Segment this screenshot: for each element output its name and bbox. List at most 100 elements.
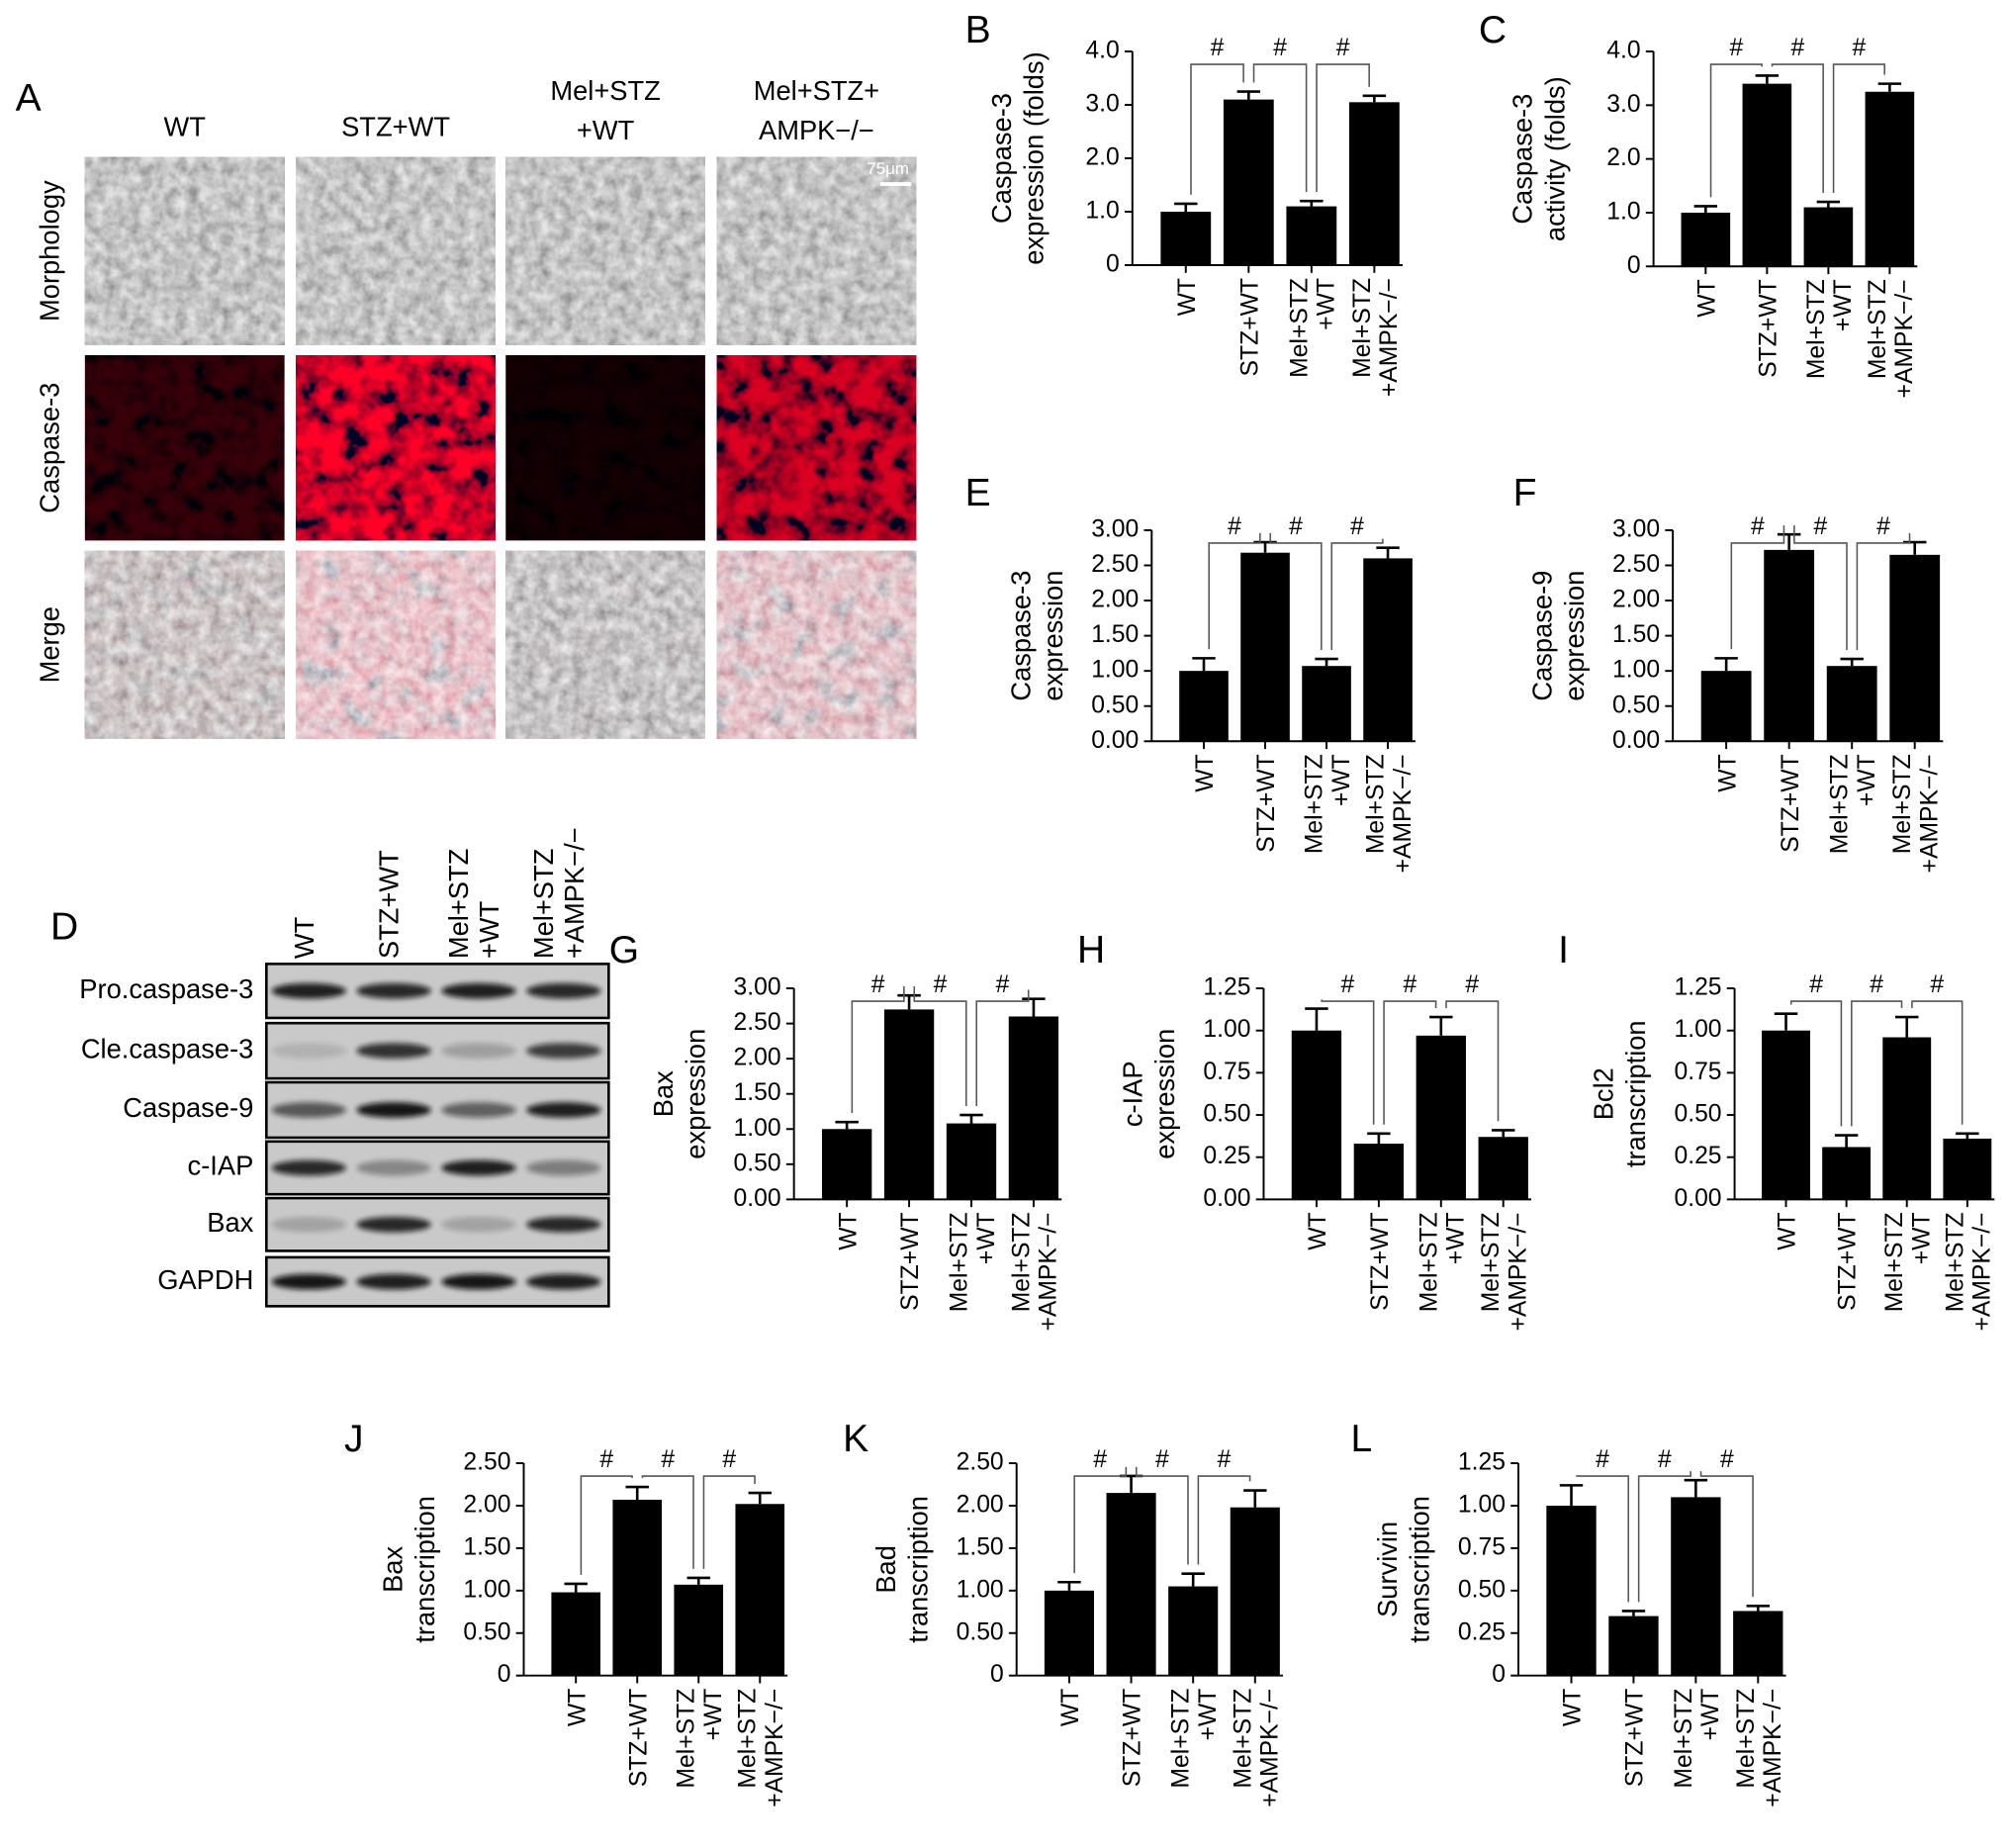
- y-tick-label: 2.0: [1606, 144, 1640, 171]
- lane-label: +AMPK−/−: [559, 827, 590, 959]
- significance-bracket: [851, 986, 905, 1114]
- y-tick-label: 0.50: [1612, 692, 1660, 718]
- bar: [1478, 1137, 1528, 1200]
- bar: [1671, 1497, 1721, 1676]
- x-tick-label: STZ+WT: [1778, 754, 1804, 853]
- significance-bracket: [1832, 63, 1885, 193]
- blot-band: [356, 1273, 431, 1290]
- x-tick-label: STZ+WT: [1835, 1212, 1862, 1310]
- y-tick-label: 1.00: [734, 1115, 781, 1142]
- x-tick-label: Mel+STZ: [735, 1689, 762, 1789]
- y-tick-label: 0.50: [1091, 692, 1139, 718]
- y-tick-label: 1.00: [1674, 1016, 1721, 1043]
- fluorescence: [84, 550, 285, 739]
- x-tick-label: Mel+STZ: [1889, 754, 1916, 854]
- significance-label: #: [722, 1446, 736, 1473]
- significance-bracket: [1911, 1000, 1964, 1125]
- lane-label: Mel+STZ: [528, 849, 559, 959]
- y-axis-label: transcription: [410, 1496, 440, 1643]
- x-tick-label: +WT: [1697, 1689, 1724, 1741]
- column-header: AMPK−/−: [759, 115, 874, 145]
- bar: [1943, 1138, 1992, 1200]
- x-tick-label: +AMPK−/−: [1760, 1689, 1786, 1807]
- blot-band: [441, 982, 516, 999]
- y-tick-label: 4.0: [1606, 38, 1640, 64]
- x-tick-label: STZ+WT: [1120, 1689, 1146, 1787]
- bar: [1608, 1616, 1659, 1676]
- significance-bracket: [1793, 525, 1848, 650]
- y-tick-label: 2.50: [463, 1449, 510, 1476]
- bar: [1882, 1037, 1932, 1200]
- y-tick-label: 0.50: [1203, 1101, 1250, 1128]
- y-tick-label: 3.00: [734, 974, 781, 1001]
- x-tick-label: +AMPK−/−: [1891, 279, 1918, 398]
- x-tick-label: +WT: [1314, 278, 1340, 330]
- fluorescence: [296, 550, 496, 739]
- bar: [821, 1129, 872, 1200]
- blot-band: [441, 1273, 516, 1290]
- x-tick-label: Mel+STZ: [1302, 754, 1328, 854]
- panel-letter: D: [50, 906, 78, 949]
- y-tick-label: 1.25: [1674, 974, 1721, 1001]
- bar: [1168, 1586, 1219, 1676]
- y-tick-label: 0: [1492, 1661, 1506, 1688]
- x-tick-label: WT: [1174, 278, 1201, 316]
- x-tick-label: +WT: [1443, 1212, 1470, 1264]
- x-tick-label: WT: [1057, 1689, 1084, 1726]
- blot-band: [526, 1043, 601, 1059]
- y-axis-label: expression: [680, 1029, 710, 1159]
- y-tick-label: 3.00: [1091, 515, 1139, 542]
- lane-label: Mel+STZ: [443, 849, 474, 959]
- bar: [674, 1584, 724, 1676]
- y-tick-label: 1.00: [1203, 1016, 1250, 1043]
- fluorescence: [505, 550, 705, 739]
- y-tick-label: 0.00: [734, 1185, 781, 1212]
- y-tick-label: 1.25: [1203, 974, 1250, 1001]
- x-tick-label: WT: [1560, 1689, 1587, 1726]
- y-axis-label: Caspase-9: [1526, 571, 1557, 701]
- x-tick-label: Mel+STZ: [1286, 278, 1313, 378]
- x-tick-label: +AMPK−/−: [1036, 1212, 1062, 1331]
- x-tick-label: STZ+WT: [897, 1212, 924, 1311]
- bar: [1230, 1507, 1280, 1676]
- significance-label: #: [1289, 513, 1303, 540]
- bar: [1822, 1147, 1872, 1200]
- blot-band: [526, 1159, 601, 1176]
- significance-label: #: [1809, 971, 1823, 998]
- y-tick-label: 0.00: [1203, 1185, 1250, 1212]
- micrograph: [716, 156, 917, 345]
- significance-bracket: [975, 989, 1030, 1106]
- blot-band: [441, 1043, 516, 1059]
- y-tick-label: 2.00: [734, 1045, 781, 1071]
- x-tick-label: +WT: [700, 1689, 727, 1741]
- significance-label: #: [1720, 1446, 1734, 1473]
- significance-bracket: [1135, 1466, 1189, 1565]
- blot-band: [526, 1273, 601, 1290]
- x-tick-label: Mel+STZ: [1671, 1689, 1697, 1789]
- significance-bracket: [1073, 1466, 1128, 1574]
- significance-bracket: [1575, 1475, 1630, 1603]
- y-axis-label: transcription: [1620, 1020, 1651, 1167]
- bar: [1681, 212, 1731, 267]
- y-tick-label: 0.50: [463, 1618, 510, 1645]
- y-axis-label: transcription: [1405, 1496, 1435, 1643]
- x-tick-label: STZ+WT: [625, 1689, 652, 1787]
- panel-letter: K: [843, 1418, 868, 1460]
- fluorescence: [716, 550, 917, 739]
- significance-bracket: [1856, 532, 1911, 650]
- y-tick-label: 3.0: [1606, 91, 1640, 118]
- bar: [1742, 83, 1792, 267]
- significance-bracket: [1330, 538, 1384, 650]
- significance-label: #: [661, 1446, 675, 1473]
- bar: [1762, 1030, 1810, 1200]
- bar: [1106, 1493, 1156, 1676]
- panel-letter: I: [1558, 929, 1569, 971]
- y-tick-label: 1.50: [734, 1079, 781, 1106]
- blot-band: [271, 1043, 346, 1059]
- significance-label: #: [599, 1446, 613, 1473]
- y-tick-label: 1.00: [1091, 657, 1139, 684]
- column-header: Mel+STZ: [550, 75, 660, 106]
- panel-letter: F: [1513, 472, 1537, 514]
- x-tick-label: Mel+STZ: [1008, 1212, 1035, 1312]
